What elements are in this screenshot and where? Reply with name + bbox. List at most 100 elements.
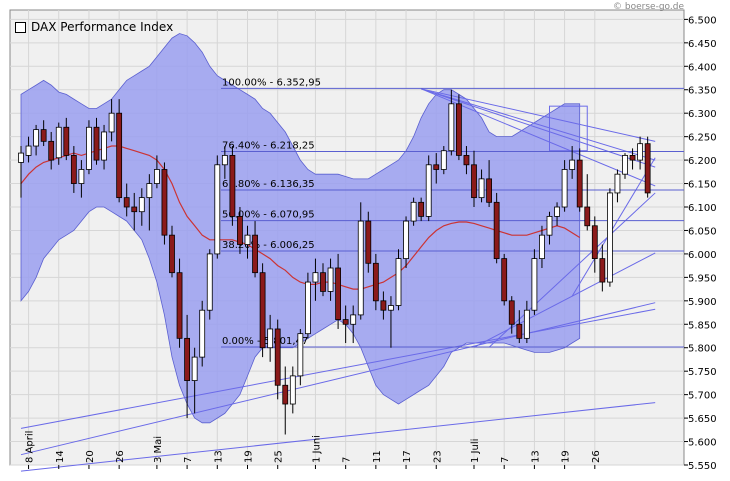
candle-body (237, 215, 243, 245)
candle-body (350, 314, 357, 325)
candle-body (599, 258, 606, 283)
candle-body (486, 178, 493, 203)
candle-body (561, 169, 568, 208)
candle-body (320, 272, 326, 292)
y-tick-label: 5.750 (688, 367, 717, 378)
y-tick-label: 6.150 (688, 180, 717, 191)
trendline (20, 308, 656, 429)
candle-body (146, 183, 153, 199)
y-tick-label: 6.350 (688, 86, 717, 97)
x-axis: 8 April 14 20 26 3 Mai 7 13 19 25 1 Juni 7 11 17 23 1 … (25, 431, 602, 469)
x-tick-label: 19 (561, 450, 572, 463)
candle-body (312, 272, 319, 283)
candle-body (455, 103, 462, 156)
y-tick-label: 6.050 (688, 226, 717, 237)
trendline (20, 302, 656, 456)
candle-body (153, 169, 160, 184)
candle-body (463, 155, 470, 166)
watermark: © boerse-go.de (613, 2, 684, 12)
candle-body (25, 145, 32, 156)
candle-body (410, 201, 417, 222)
x-tick-label: 7 (342, 457, 353, 463)
trendline (488, 192, 656, 348)
trendline (421, 88, 656, 142)
candle-body (63, 126, 70, 156)
candle-body (448, 103, 455, 152)
candle-body (33, 129, 39, 147)
x-tick-label: 11 (372, 450, 383, 463)
y-tick-label: 6.500 (688, 15, 717, 26)
candle-body (478, 178, 485, 199)
y-tick-label: 6.100 (688, 203, 717, 214)
fibonacci-label: 100.00% - 6.352,95 (222, 77, 321, 88)
candle-body (86, 126, 92, 170)
candle-body (380, 300, 387, 311)
candle-body (554, 206, 560, 217)
candle-body (176, 272, 183, 339)
candle-body (214, 164, 221, 255)
candle-body (629, 155, 636, 161)
legend-swatch (15, 21, 26, 33)
fibonacci-label: 76.40% - 6.218,25 (222, 141, 315, 152)
candle-body (48, 140, 55, 161)
y-tick-label: 6.250 (688, 133, 717, 144)
x-tick-label: 23 (432, 450, 443, 463)
moving-average-line (20, 145, 581, 290)
y-tick-label: 5.900 (688, 297, 717, 308)
candle-body (123, 197, 130, 208)
trendline (473, 252, 656, 348)
candle-body (372, 262, 379, 302)
candle-body (259, 272, 266, 349)
candle-body (637, 143, 643, 161)
candle-body (221, 155, 228, 166)
candle-body (335, 267, 342, 320)
trendline (420, 88, 656, 168)
candle-body (101, 131, 107, 161)
candle-body (282, 384, 289, 405)
highlight-box (549, 105, 588, 152)
trendlines (20, 88, 656, 472)
candle-body (161, 169, 168, 236)
candle-body (304, 281, 311, 335)
x-tick-label: 8 April (25, 431, 36, 463)
x-tick-label: 13 (530, 450, 541, 463)
candle-body (471, 164, 477, 199)
candle-body (433, 164, 440, 170)
y-tick-label: 6.200 (688, 156, 717, 167)
candle-body (18, 152, 24, 163)
candle-body (327, 267, 334, 292)
x-tick-label: 19 (244, 450, 255, 463)
trendline (571, 157, 656, 297)
candle-body (244, 234, 251, 245)
candle-body (70, 155, 77, 184)
trendline (20, 402, 656, 472)
x-tick-label: 7 (500, 457, 511, 463)
x-tick-label: 26 (115, 450, 126, 463)
candle-body (138, 197, 145, 213)
candle-body (493, 201, 500, 260)
y-tick-label: 6.000 (688, 250, 717, 261)
moving-average (20, 145, 581, 290)
legend-label: DAX Performance Index (31, 20, 174, 34)
fibonacci-label: 61.80% - 6.136,35 (222, 179, 315, 190)
candle-body (252, 234, 258, 274)
x-tick-label: 7 (183, 457, 194, 463)
candle-body (501, 258, 508, 302)
y-tick-label: 5.600 (688, 438, 717, 449)
x-tick-label: 1 Juni (311, 435, 322, 463)
candle-body (591, 225, 598, 260)
candle-body (184, 337, 191, 381)
candle-body (289, 375, 296, 405)
candle-body (388, 305, 394, 311)
y-tick-label: 5.700 (688, 391, 717, 402)
candle-body (169, 234, 175, 274)
candle-body (206, 253, 213, 311)
candle-body (622, 155, 628, 175)
x-tick-label: 14 (55, 450, 66, 463)
candle-body (607, 192, 613, 283)
candle-body (274, 328, 281, 386)
candle-body (508, 300, 515, 325)
candle-body (131, 206, 138, 213)
y-tick-label: 6.450 (688, 39, 717, 50)
candle-body (116, 112, 123, 199)
